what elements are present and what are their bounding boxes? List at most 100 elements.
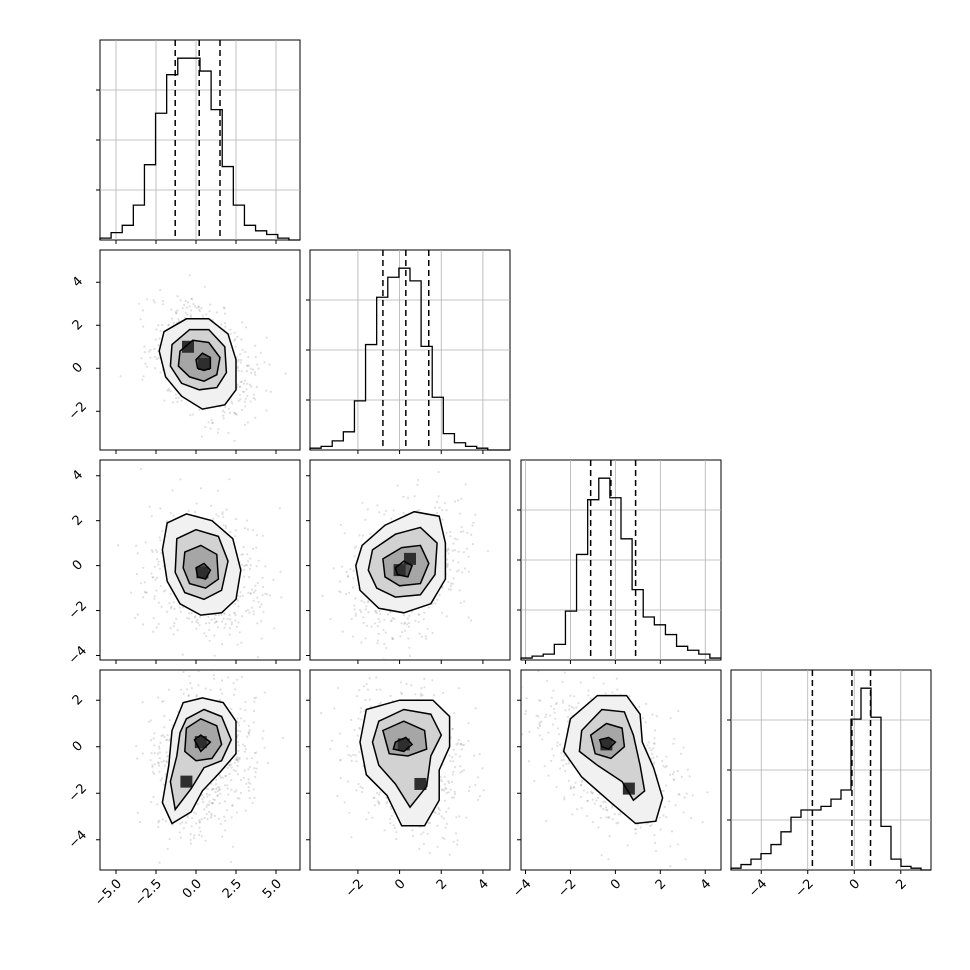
scatter-point bbox=[241, 348, 244, 351]
scatter-point bbox=[436, 511, 439, 514]
scatter-point bbox=[150, 572, 153, 575]
scatter-point bbox=[436, 598, 439, 601]
scatter-point bbox=[213, 798, 216, 802]
scatter-point bbox=[377, 617, 380, 621]
scatter-point bbox=[228, 764, 231, 767]
scatter-point bbox=[360, 641, 363, 644]
scatter-point bbox=[552, 707, 556, 711]
scatter-point bbox=[211, 421, 214, 425]
scatter-point bbox=[217, 817, 221, 820]
scatter-point bbox=[467, 722, 470, 725]
scatter-point bbox=[171, 401, 175, 404]
scatter-point bbox=[246, 735, 249, 738]
scatter-point bbox=[239, 591, 242, 594]
y-tick-label: −4 bbox=[66, 643, 90, 667]
scatter-point bbox=[262, 610, 265, 614]
scatter-point bbox=[142, 566, 145, 569]
scatter-point bbox=[447, 791, 450, 794]
scatter-point bbox=[453, 790, 456, 794]
scatter-point bbox=[556, 741, 559, 744]
x-tick-label: 2 bbox=[434, 876, 450, 892]
scatter-point bbox=[140, 582, 143, 585]
histogram-step bbox=[309, 267, 510, 451]
scatter-point bbox=[421, 694, 424, 697]
scatter-point bbox=[453, 500, 457, 503]
scatter-point bbox=[153, 347, 156, 350]
scatter-point bbox=[449, 588, 453, 591]
scatter-point bbox=[320, 712, 323, 715]
scatter-point bbox=[378, 801, 381, 804]
scatter-point bbox=[580, 795, 583, 799]
scatter-point bbox=[161, 734, 165, 737]
scatter-point bbox=[211, 802, 214, 805]
scatter-point bbox=[221, 409, 225, 412]
scatter-point bbox=[223, 411, 226, 414]
scatter-point bbox=[231, 845, 234, 848]
scatter-point bbox=[559, 743, 562, 746]
contour-line bbox=[193, 734, 212, 753]
scatter-point bbox=[377, 802, 381, 805]
scatter-point bbox=[187, 509, 190, 512]
scatter-point bbox=[321, 594, 324, 598]
scatter-point bbox=[420, 687, 423, 690]
scatter-point bbox=[662, 765, 665, 768]
scatter-point bbox=[228, 411, 231, 414]
scatter-point bbox=[138, 820, 142, 824]
scatter-point bbox=[158, 747, 161, 750]
scatter-point bbox=[253, 710, 256, 713]
scatter-point bbox=[408, 654, 411, 658]
scatter-point bbox=[224, 312, 227, 315]
scatter-point bbox=[243, 390, 246, 393]
scatter-point bbox=[165, 751, 168, 754]
scatter-point bbox=[580, 780, 583, 783]
scatter-point bbox=[688, 775, 691, 778]
scatter-point bbox=[200, 835, 203, 838]
scatter-point bbox=[255, 534, 259, 537]
scatter-point bbox=[376, 639, 380, 642]
scatter-point bbox=[390, 517, 393, 520]
density-cell bbox=[414, 777, 427, 790]
scatter-point bbox=[185, 306, 189, 309]
scatter-point bbox=[247, 781, 250, 784]
y-tick-label: −2 bbox=[66, 781, 90, 805]
scatter-point bbox=[602, 800, 605, 804]
scatter-point bbox=[207, 615, 210, 618]
scatter-point bbox=[554, 703, 558, 706]
scatter-point bbox=[233, 439, 236, 443]
scatter-point bbox=[706, 791, 709, 794]
scatter-point bbox=[362, 621, 365, 625]
scatter-point bbox=[200, 818, 203, 821]
scatter-point bbox=[431, 631, 434, 635]
scatter-point bbox=[611, 806, 614, 809]
scatter-point bbox=[189, 314, 192, 317]
scatter-point bbox=[527, 760, 531, 763]
scatter-point bbox=[152, 737, 155, 740]
x-tick-label: −5.0 bbox=[92, 876, 125, 909]
scatter-point bbox=[249, 400, 252, 403]
contour-line bbox=[195, 352, 212, 372]
scatter-point bbox=[239, 380, 242, 383]
scatter-point bbox=[219, 774, 222, 778]
scatter-point bbox=[233, 411, 236, 415]
contour-line bbox=[392, 736, 414, 753]
scatter-point bbox=[422, 831, 425, 834]
scatter-point bbox=[416, 483, 419, 486]
scatter-point bbox=[254, 775, 257, 779]
scatter-point bbox=[400, 691, 403, 694]
scatter-point bbox=[452, 559, 455, 562]
scatter-point bbox=[538, 721, 541, 724]
scatter-point bbox=[236, 756, 239, 759]
scatter-point bbox=[368, 677, 371, 680]
scatter-point bbox=[216, 786, 219, 789]
scatter-point bbox=[456, 742, 459, 745]
x-tick-label: 2.5 bbox=[220, 876, 245, 901]
scatter-point bbox=[195, 694, 199, 697]
scatter-point bbox=[389, 817, 392, 821]
scatter-point bbox=[648, 824, 652, 828]
scatter-point bbox=[141, 752, 144, 755]
scatter-point bbox=[189, 414, 192, 417]
scatter-point bbox=[197, 670, 200, 673]
scatter-point bbox=[213, 634, 216, 637]
scatter-point bbox=[151, 764, 154, 767]
scatter-point bbox=[233, 339, 236, 342]
